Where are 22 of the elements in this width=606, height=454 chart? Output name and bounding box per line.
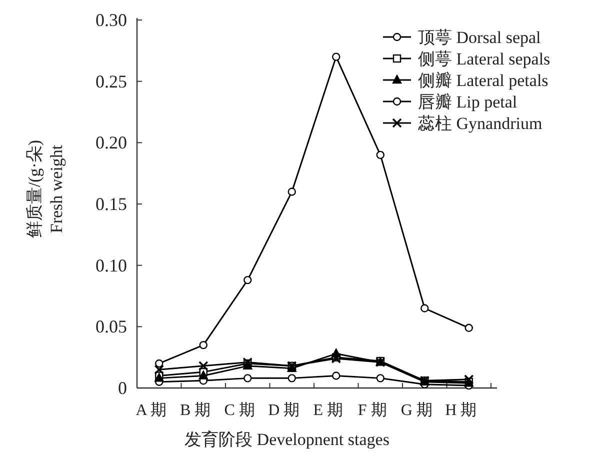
legend-label: 侧萼 Lateral sepals — [418, 50, 550, 68]
x-tick-label: F 期 — [358, 401, 387, 419]
x-axis-title: 发育阶段 Developnent stages — [184, 430, 390, 449]
y-tick-label: 0.25 — [96, 71, 127, 92]
y-axis-title: 鲜质量/(g·朵) Fresh weight — [25, 140, 66, 238]
x-tick-label: G 期 — [400, 401, 432, 419]
x-tick-label: A 期 — [136, 401, 166, 419]
x-tick-label: D 期 — [268, 401, 300, 419]
legend-label: 顶萼 Dorsal sepal — [418, 28, 542, 47]
y-tick-label: 0.05 — [96, 316, 127, 337]
y-tick-label: 0.20 — [96, 132, 127, 153]
legend-label: 唇瓣 Lip petal — [418, 92, 518, 112]
y-tick-label: 0.30 — [96, 10, 127, 30]
x-tick-label: B 期 — [180, 401, 211, 419]
x-tick-label: E 期 — [313, 401, 344, 419]
x-tick-label: C 期 — [224, 401, 255, 419]
y-tick-label: 0.10 — [96, 255, 127, 276]
legend-label: 侧瓣 Lateral petals — [418, 71, 548, 90]
x-tick-label: H 期 — [445, 401, 477, 419]
legend-label: 蕊柱 Gynandrium — [418, 114, 542, 133]
y-tick-label: 0.15 — [96, 194, 127, 214]
y-tick-label: 0 — [118, 378, 127, 398]
